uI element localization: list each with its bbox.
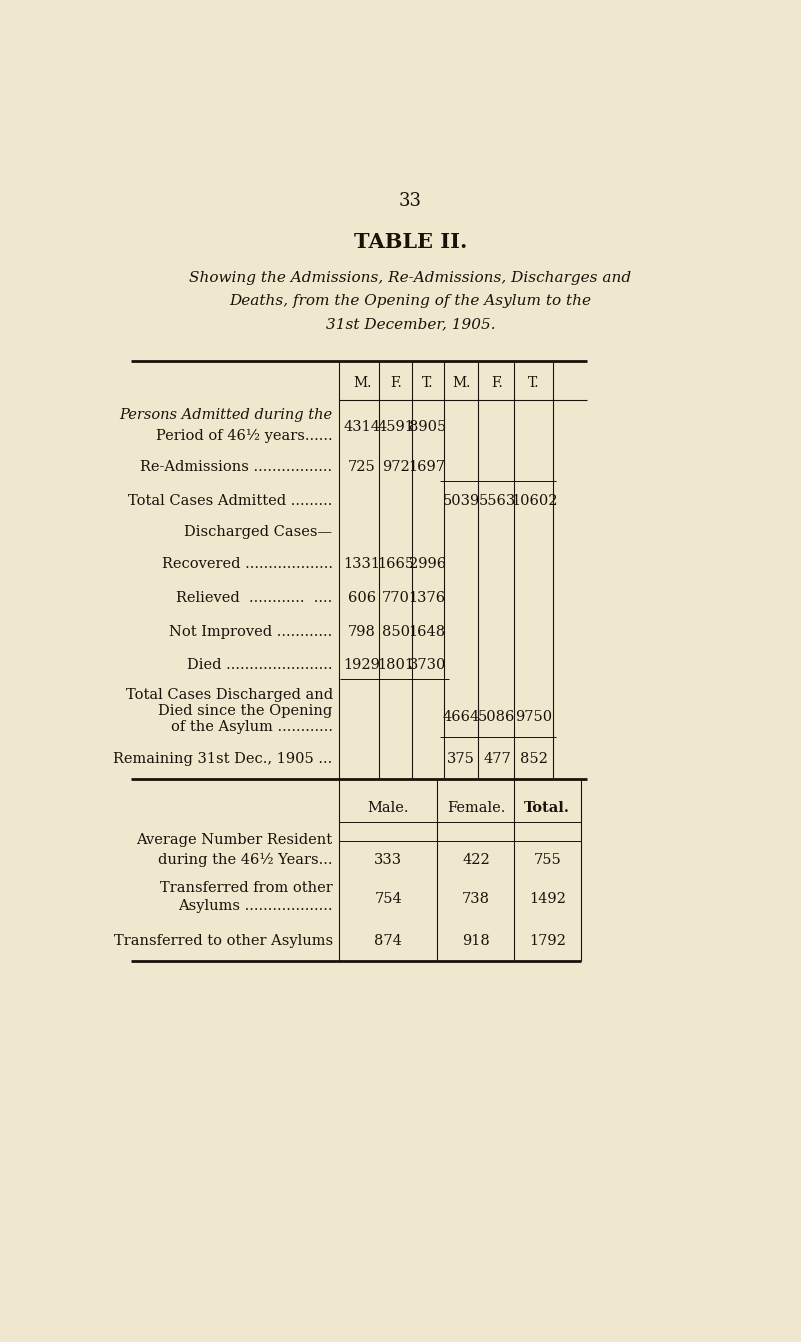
Text: 333: 333 bbox=[374, 852, 402, 867]
Text: Discharged Cases—: Discharged Cases— bbox=[184, 525, 332, 539]
Text: M.: M. bbox=[353, 376, 371, 389]
Text: 1376: 1376 bbox=[409, 590, 445, 605]
Text: 4591: 4591 bbox=[378, 420, 415, 435]
Text: F.: F. bbox=[390, 376, 402, 389]
Text: 10602: 10602 bbox=[511, 494, 557, 507]
Text: 972: 972 bbox=[382, 460, 410, 474]
Text: 8905: 8905 bbox=[409, 420, 446, 435]
Text: Remaining 31st Dec., 1905 ...: Remaining 31st Dec., 1905 ... bbox=[114, 753, 332, 766]
Text: 798: 798 bbox=[348, 624, 376, 639]
Text: Transferred to other Asylums: Transferred to other Asylums bbox=[114, 934, 332, 947]
Text: M.: M. bbox=[452, 376, 470, 389]
Text: Period of 46½ years......: Period of 46½ years...... bbox=[156, 428, 332, 443]
Text: of the Asylum ............: of the Asylum ............ bbox=[171, 721, 332, 734]
Text: 5086: 5086 bbox=[478, 710, 516, 723]
Text: 1929: 1929 bbox=[344, 659, 380, 672]
Text: 375: 375 bbox=[447, 753, 475, 766]
Text: TABLE II.: TABLE II. bbox=[354, 232, 467, 252]
Text: 1492: 1492 bbox=[529, 892, 566, 906]
Text: 1792: 1792 bbox=[529, 934, 566, 947]
Text: 918: 918 bbox=[462, 934, 490, 947]
Text: Total Cases Admitted .........: Total Cases Admitted ......... bbox=[128, 494, 332, 507]
Text: T.: T. bbox=[529, 376, 540, 389]
Text: 738: 738 bbox=[462, 892, 490, 906]
Text: 1648: 1648 bbox=[409, 624, 445, 639]
Text: 725: 725 bbox=[348, 460, 376, 474]
Text: Female.: Female. bbox=[447, 801, 505, 815]
Text: 5563: 5563 bbox=[478, 494, 516, 507]
Text: Re-Admissions .................: Re-Admissions ................. bbox=[140, 460, 332, 474]
Text: Transferred from other: Transferred from other bbox=[160, 880, 332, 895]
Text: 754: 754 bbox=[375, 892, 402, 906]
Text: 477: 477 bbox=[483, 753, 511, 766]
Text: during the 46½ Years...: during the 46½ Years... bbox=[158, 852, 332, 867]
Text: 606: 606 bbox=[348, 590, 376, 605]
Text: Total.: Total. bbox=[525, 801, 570, 815]
Text: 755: 755 bbox=[533, 852, 562, 867]
Text: 3730: 3730 bbox=[409, 659, 446, 672]
Text: 422: 422 bbox=[462, 852, 490, 867]
Text: Died .......................: Died ....................... bbox=[187, 659, 332, 672]
Text: 850: 850 bbox=[382, 624, 410, 639]
Text: Not Improved ............: Not Improved ............ bbox=[169, 624, 332, 639]
Text: Died since the Opening: Died since the Opening bbox=[159, 705, 332, 718]
Text: Showing the Admissions, Re-Admissions, Discharges and: Showing the Admissions, Re-Admissions, D… bbox=[190, 271, 631, 285]
Text: 852: 852 bbox=[520, 753, 548, 766]
Text: Asylums ...................: Asylums ................... bbox=[178, 899, 332, 914]
Text: 4664: 4664 bbox=[443, 710, 480, 723]
Text: 1665: 1665 bbox=[377, 557, 415, 570]
Text: Total Cases Discharged and: Total Cases Discharged and bbox=[126, 688, 332, 702]
Text: 4314: 4314 bbox=[344, 420, 380, 435]
Text: 9750: 9750 bbox=[516, 710, 553, 723]
Text: T.: T. bbox=[421, 376, 433, 389]
Text: 770: 770 bbox=[382, 590, 410, 605]
Text: Persons Admitted during the: Persons Admitted during the bbox=[119, 408, 332, 421]
Text: Relieved  ............  ....: Relieved ............ .... bbox=[176, 590, 332, 605]
Text: Recovered ...................: Recovered ................... bbox=[162, 557, 332, 570]
Text: 1331: 1331 bbox=[344, 557, 380, 570]
Text: Male.: Male. bbox=[368, 801, 409, 815]
Text: Average Number Resident: Average Number Resident bbox=[136, 833, 332, 847]
Text: 1697: 1697 bbox=[409, 460, 445, 474]
Text: 1801: 1801 bbox=[378, 659, 415, 672]
Text: 5039: 5039 bbox=[443, 494, 480, 507]
Text: F.: F. bbox=[491, 376, 503, 389]
Text: 2996: 2996 bbox=[409, 557, 445, 570]
Text: Deaths, from the Opening of the Asylum to the: Deaths, from the Opening of the Asylum t… bbox=[230, 294, 591, 309]
Text: 31st December, 1905.: 31st December, 1905. bbox=[326, 317, 495, 331]
Text: 874: 874 bbox=[375, 934, 402, 947]
Text: 33: 33 bbox=[399, 192, 422, 211]
